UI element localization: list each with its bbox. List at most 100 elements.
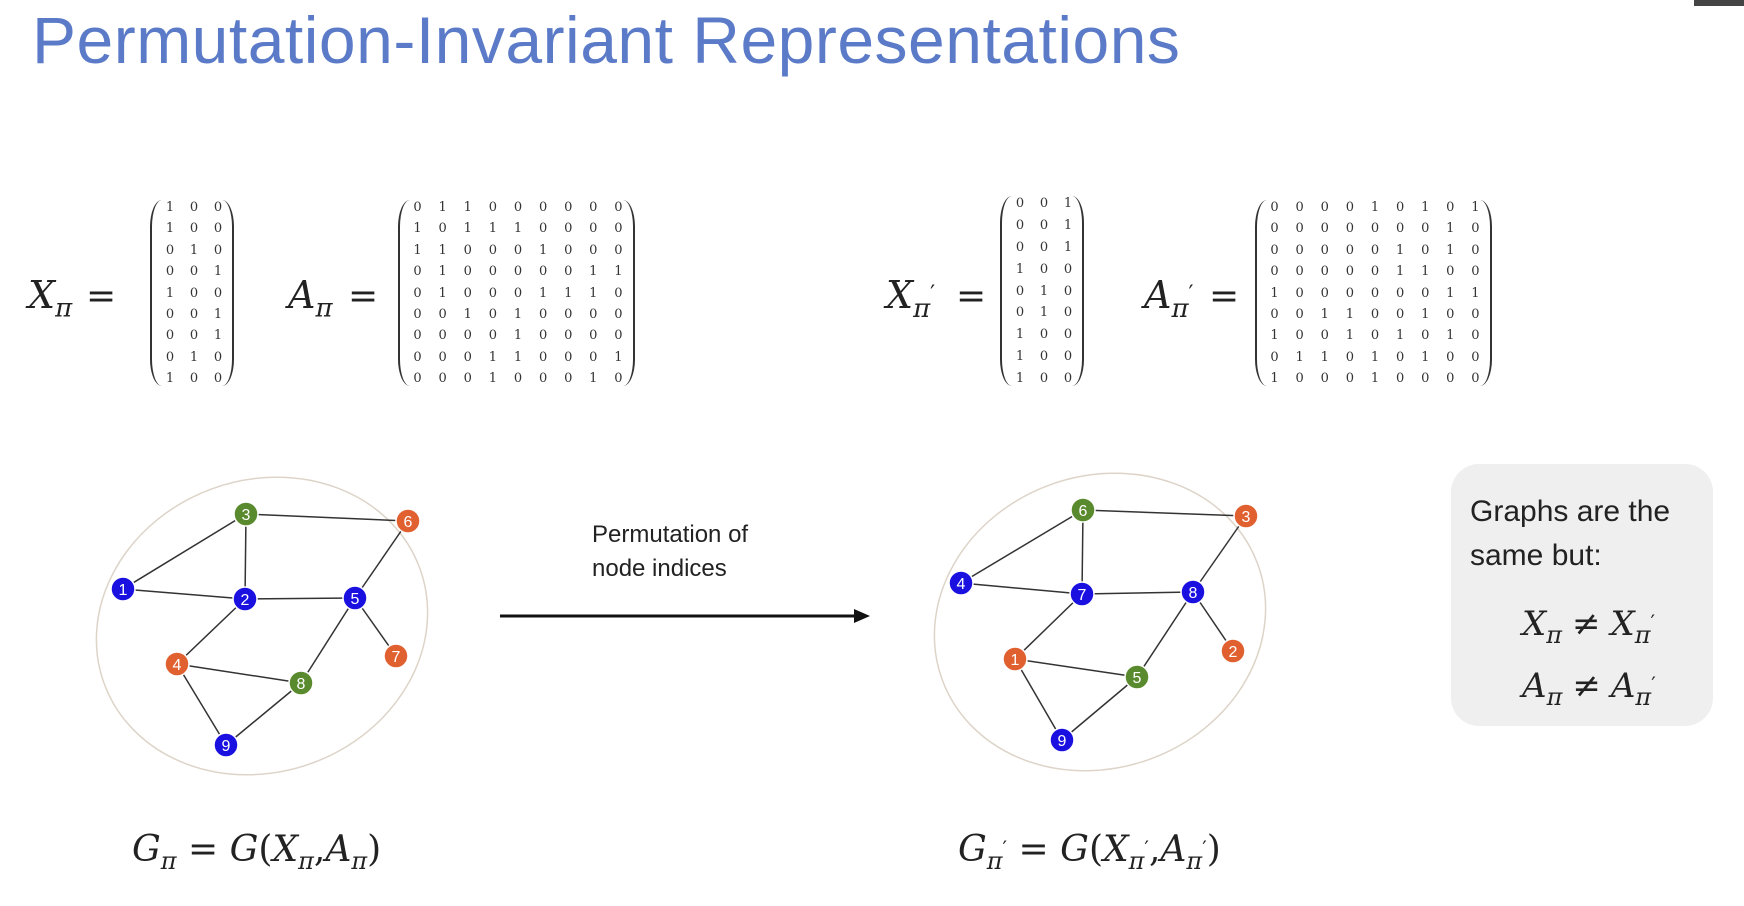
matrix-cell: 0 [614,242,623,258]
left-paren: ( [258,829,273,870]
matrix-cell: 1 [213,264,223,280]
matrix-cell: 0 [438,349,447,365]
graph-edge [1014,593,1083,660]
matrix-cell: 1 [513,221,523,237]
equals-sign: = [188,829,219,870]
matrix-cell: 1 [1320,349,1329,365]
matrix-cell: 0 [1039,239,1049,255]
matrix-cell: 1 [1063,217,1073,233]
matrix-cell: 0 [1345,349,1355,365]
matrix-cell: 1 [189,349,199,365]
pi-subscript: π [1128,847,1145,876]
matrix-cell: 0 [1320,328,1329,344]
matrix-paren [398,200,410,386]
matrix-cell: 0 [165,328,175,344]
equals-sign: = [86,276,117,317]
matrix-cell: 1 [1395,264,1405,280]
graph-node-label: 7 [1078,587,1087,604]
matrix-cell: 0 [1320,221,1329,237]
matrix-cell: 1 [413,242,422,258]
matrix-cell: 0 [538,371,548,386]
equals-sign: = [1018,829,1049,870]
matrix-cell: 0 [1345,264,1355,280]
matrix-cell: 1 [614,349,623,365]
matrix-cell: 0 [189,221,199,237]
graph-edge [122,588,246,600]
matrix-cell: 0 [564,371,573,386]
matrix-cell: 0 [589,306,598,322]
matrix-cell: 0 [1395,349,1405,365]
graph-node-label: 4 [957,576,966,593]
matrix-cell: 0 [1039,349,1049,365]
permutation-arrow [500,609,870,623]
matrix-cell: 0 [413,371,422,386]
arrow-label-line-2: node indices [592,555,727,582]
matrix-cell: 0 [1295,264,1304,280]
matrix-cell: 1 [438,200,447,215]
a-symbol: A [1144,273,1172,317]
matrix-cell: 1 [1446,285,1455,301]
graph-edge [354,520,409,599]
matrix-cell: 1 [488,349,498,365]
matrix-cell: 0 [538,349,548,365]
note-text: Graphs are the same but: [1470,495,1671,572]
x-symbol: X [886,273,914,317]
matrix-cell: 0 [165,264,175,280]
matrix-cell: 0 [1270,264,1279,280]
matrix-cell: 0 [1446,349,1455,365]
matrix-cell: 0 [513,200,523,215]
matrix-cell: 1 [1370,200,1380,215]
matrix-cell: 1 [1270,328,1279,344]
prime-mark: ′ [1202,836,1207,861]
pi-subscript: π [913,293,931,324]
graph-edge [1061,676,1138,741]
g-symbol: G [132,829,161,870]
matrix-cell: 1 [1421,349,1430,365]
graph-node-label: 7 [392,649,401,666]
graph-node-label: 8 [1189,585,1198,602]
matrix-cell: 0 [1270,200,1279,215]
graph-node-label: 1 [119,582,128,599]
x-symbol: X [272,829,299,870]
matrix-cell: 1 [1421,306,1430,322]
matrix-cell: 0 [213,349,223,365]
matrix-cell: 0 [1471,349,1480,365]
matrix-paren [623,200,635,386]
comma: , [1148,829,1161,870]
matrix-cell: 1 [1015,261,1025,277]
graph-node-label: 2 [1229,644,1238,661]
matrix-cell: 0 [213,371,223,386]
pi-subscript: π [298,847,314,876]
matrix-cell: 0 [438,371,447,386]
matrix-cell: 1 [589,264,598,280]
matrix-cell: 0 [1395,200,1405,215]
graph-edge [1081,591,1194,595]
graph-node-label: 6 [404,514,413,531]
matrix-cell: 1 [1295,349,1304,365]
matrix-paren [1255,200,1267,386]
matrix-cell: 0 [1039,371,1049,386]
pi-subscript: π [1546,682,1563,711]
graph-node [233,501,259,527]
matrix-cell: 0 [463,371,472,386]
graph-node [1069,581,1095,607]
matrix-cell: 0 [189,306,199,322]
matrix-cell: 0 [165,242,175,258]
matrix-cell: 0 [1395,306,1405,322]
matrix-cell: 1 [1063,239,1073,255]
matrix-cell: 0 [1015,217,1025,233]
matrix-cell: 1 [538,285,548,301]
matrix-cell: 1 [463,221,472,237]
pi-subscript: π [160,847,177,876]
equals-sign: = [348,276,379,317]
matrix-cell: 0 [213,242,223,258]
matrix-cell: 0 [1421,285,1430,301]
matrix-cell: 0 [488,328,498,344]
matrix-cell: 1 [165,285,175,301]
matrix-cell: 0 [1320,264,1329,280]
matrix-cell: 1 [1395,328,1405,344]
matrix-cell: 0 [1370,242,1380,258]
graph-edge [122,513,247,590]
matrix-cell: 0 [589,242,598,258]
matrix-cell: 0 [438,306,447,322]
